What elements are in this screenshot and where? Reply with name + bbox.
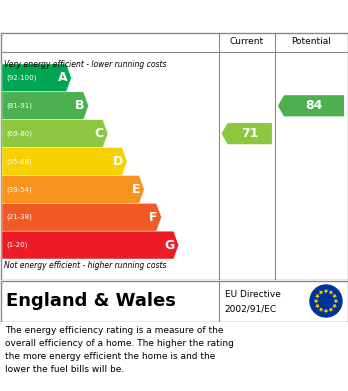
Polygon shape [315,304,320,308]
Polygon shape [329,307,333,312]
Text: Very energy efficient - lower running costs: Very energy efficient - lower running co… [4,60,166,69]
Text: The energy efficiency rating is a measure of the
overall efficiency of a home. T: The energy efficiency rating is a measur… [5,326,234,373]
Text: (21-38): (21-38) [6,214,32,221]
Text: A: A [58,72,68,84]
Text: F: F [149,211,158,224]
Polygon shape [2,231,179,259]
Text: EU Directive: EU Directive [224,290,280,299]
Polygon shape [324,289,329,294]
Polygon shape [332,294,337,299]
Polygon shape [319,307,324,312]
Polygon shape [2,203,161,231]
Text: G: G [164,239,175,251]
Text: 84: 84 [305,99,323,112]
Polygon shape [2,120,108,147]
Text: Energy Efficiency Rating: Energy Efficiency Rating [10,9,220,23]
Text: Not energy efficient - higher running costs: Not energy efficient - higher running co… [4,262,166,271]
Text: C: C [95,127,104,140]
Polygon shape [2,64,71,92]
Text: (81-91): (81-91) [6,102,32,109]
Text: England & Wales: England & Wales [6,292,176,310]
Polygon shape [315,294,320,299]
Polygon shape [324,309,329,314]
Text: (69-80): (69-80) [6,130,32,137]
Polygon shape [319,291,324,295]
Text: D: D [113,155,123,168]
Polygon shape [278,95,344,117]
Text: E: E [132,183,140,196]
Polygon shape [2,176,144,203]
Polygon shape [222,123,272,144]
Text: Current: Current [230,38,264,47]
Text: (1-20): (1-20) [6,242,27,248]
Circle shape [310,285,342,317]
Polygon shape [333,299,338,303]
Text: 71: 71 [241,127,259,140]
Text: B: B [75,99,85,112]
Polygon shape [329,291,333,295]
Text: (55-68): (55-68) [6,158,32,165]
Text: (92-100): (92-100) [6,75,37,81]
Polygon shape [332,304,337,308]
Text: (39-54): (39-54) [6,186,32,193]
Polygon shape [2,147,127,176]
Polygon shape [2,92,88,120]
Polygon shape [314,299,318,303]
Text: Potential: Potential [292,38,331,47]
Text: 2002/91/EC: 2002/91/EC [224,304,277,313]
